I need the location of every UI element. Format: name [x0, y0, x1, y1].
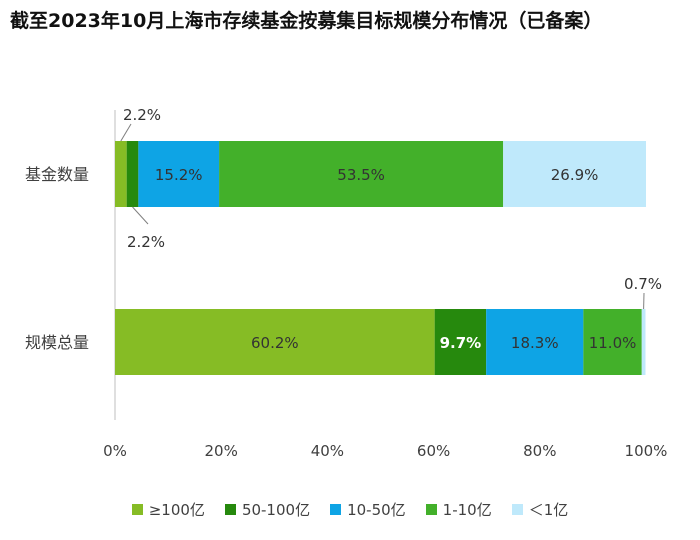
legend-item: 50-100亿: [224, 499, 311, 520]
legend-label: ≥100亿: [148, 501, 205, 519]
chart-title: 截至2023年10月上海市存续基金按募集目标规模分布情况（已备案）: [10, 10, 603, 32]
data-label: 60.2%: [251, 334, 299, 352]
data-label: 26.9%: [551, 166, 599, 184]
bar-segment: [583, 309, 642, 375]
data-label: 11.0%: [589, 334, 637, 352]
x-tick-label: 100%: [625, 442, 668, 460]
bar-segment: [115, 141, 127, 207]
legend-label: 10-50亿: [347, 501, 406, 519]
data-label: 9.7%: [440, 334, 482, 352]
data-label: 18.3%: [511, 334, 559, 352]
data-label: 0.7%: [624, 275, 662, 293]
category-label: 基金数量: [25, 165, 89, 184]
bar-segment: [434, 309, 487, 375]
bar-segment: [138, 141, 220, 207]
legend-swatch: [131, 504, 143, 515]
bar-segment: [219, 141, 504, 207]
x-tick-label: 20%: [205, 442, 238, 460]
legend-item: ＜1亿: [511, 499, 569, 520]
legend-swatch: [330, 504, 342, 515]
legend-label: 1-10亿: [442, 501, 492, 519]
data-label: 15.2%: [155, 166, 203, 184]
data-label: 2.2%: [127, 233, 165, 251]
data-label: 2.2%: [123, 106, 161, 124]
legend-swatch: [224, 504, 236, 515]
legend-swatch: [425, 504, 437, 515]
bar-segment: [115, 309, 435, 375]
legend-label: ＜1亿: [528, 501, 569, 519]
legend-item: 1-10亿: [425, 499, 492, 520]
legend-item: ≥100亿: [131, 499, 205, 520]
bar-segment: [503, 141, 646, 207]
bar-segment: [486, 309, 584, 375]
category-label: 规模总量: [25, 333, 89, 352]
chart-legend: ≥100亿 50-100亿 10-50亿 1-10亿 ＜1亿: [0, 499, 700, 520]
leader-line: [132, 206, 149, 225]
bar-segment: [126, 141, 139, 207]
x-tick-label: 60%: [417, 442, 450, 460]
legend-label: 50-100亿: [241, 501, 311, 519]
legend-swatch: [511, 504, 523, 515]
x-tick-label: 80%: [523, 442, 556, 460]
legend-item: 10-50亿: [330, 499, 406, 520]
x-tick-label: 0%: [103, 442, 127, 460]
leader-line: [120, 123, 132, 142]
bar-segment: [641, 309, 646, 375]
data-label: 53.5%: [337, 166, 385, 184]
x-tick-label: 40%: [311, 442, 344, 460]
